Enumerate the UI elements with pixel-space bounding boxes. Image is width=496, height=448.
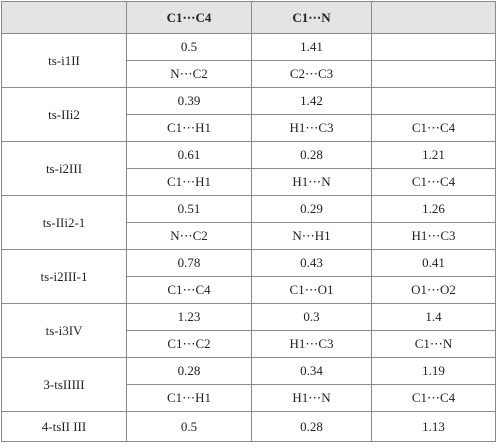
table-row: C1⋯C4 C1⋯O1 O1⋯O2: [2, 276, 496, 304]
row-label: ts-i1II: [1, 33, 127, 88]
cell: H1⋯C3: [251, 114, 372, 142]
header-cell: [1, 1, 127, 34]
cell: C1⋯H1: [126, 114, 252, 142]
row-label: ts-i2III: [1, 141, 127, 196]
cell: 1.19: [371, 357, 496, 385]
table-row: ts-IIi2-1 0.51 0.29 1.26: [1, 195, 496, 250]
cell: N⋯C2: [126, 222, 252, 250]
table-row: ts-i1II 0.5 1.41: [1, 33, 496, 88]
cell: C1⋯H1: [126, 384, 252, 412]
row-label: ts-i2III-1: [1, 249, 127, 304]
cell: C1⋯C4: [126, 276, 252, 304]
cell: H1⋯C3: [251, 330, 372, 358]
cell: 0.43: [251, 249, 372, 277]
table-row: ts-i3IV 1.23 0.3 1.4: [1, 303, 496, 358]
table-row: C1⋯H1 H1⋯N C1⋯C4: [2, 168, 496, 196]
cell: C1⋯N: [371, 330, 496, 358]
cell: 1.23: [126, 303, 252, 331]
cell: C1⋯C4: [371, 384, 496, 412]
cell: C1⋯C4: [371, 168, 496, 196]
cell: C1⋯C2: [126, 330, 252, 358]
cell: [371, 60, 496, 88]
cell: C1⋯C4: [371, 114, 496, 142]
cell: 0.39: [126, 87, 252, 115]
table-row: 3-tsIIIII 0.28 0.34 1.19: [1, 357, 496, 412]
row-label: ts-IIi2: [1, 87, 127, 142]
cell: [371, 33, 496, 61]
cell: 0.34: [251, 357, 372, 385]
cell: 0.28: [251, 411, 372, 442]
cell: C1⋯H1: [126, 168, 252, 196]
cell: 0.29: [251, 195, 372, 223]
cell: H1⋯C3: [371, 222, 496, 250]
cell: 1.21: [371, 141, 496, 169]
cell: H1⋯N: [251, 384, 372, 412]
table-row: 4-tsII III 0.5 0.28 1.13: [1, 411, 496, 442]
cell: N⋯C2: [126, 60, 252, 88]
cell: 0.61: [126, 141, 252, 169]
cell: 1.42: [251, 87, 372, 115]
header-row: C1⋯C4 C1⋯N: [1, 1, 496, 34]
cell: 1.26: [371, 195, 496, 223]
table-row: ts-i2III-1 0.78 0.43 0.41: [1, 249, 496, 304]
table-row: N⋯C2 N⋯H1 H1⋯C3: [2, 222, 496, 250]
cell: 1.13: [371, 411, 496, 442]
cell: 0.3: [251, 303, 372, 331]
cell: 0.28: [251, 141, 372, 169]
cell: O1⋯O2: [371, 276, 496, 304]
cell: 1.4: [371, 303, 496, 331]
header-cell: C1⋯N: [251, 1, 372, 34]
row-label: 4-tsII III: [1, 411, 127, 442]
table-row: C1⋯H1 H1⋯C3 C1⋯C4: [2, 114, 496, 142]
table-row: N⋯C2 C2⋯C3: [2, 60, 496, 88]
cell: 1.41: [251, 33, 372, 61]
row-label: ts-i3IV: [1, 303, 127, 358]
cell: H1⋯N: [251, 168, 372, 196]
cell: 0.5: [126, 33, 252, 61]
cell: 0.41: [371, 249, 496, 277]
header-cell: C1⋯C4: [126, 1, 252, 34]
cell: [371, 87, 496, 115]
row-label: ts-IIi2-1: [1, 195, 127, 250]
cell: C2⋯C3: [251, 60, 372, 88]
cell: N⋯H1: [251, 222, 372, 250]
cell: 0.5: [126, 411, 252, 442]
table-row: C1⋯C2 H1⋯C3 C1⋯N: [2, 330, 496, 358]
cell: C1⋯O1: [251, 276, 372, 304]
table-row: ts-i2III 0.61 0.28 1.21: [1, 141, 496, 196]
cell: 0.78: [126, 249, 252, 277]
row-label: 3-tsIIIII: [1, 357, 127, 412]
header-cell: [371, 1, 496, 34]
table-row: ts-IIi2 0.39 1.42: [1, 87, 496, 142]
cell: 0.51: [126, 195, 252, 223]
cell: 0.28: [126, 357, 252, 385]
